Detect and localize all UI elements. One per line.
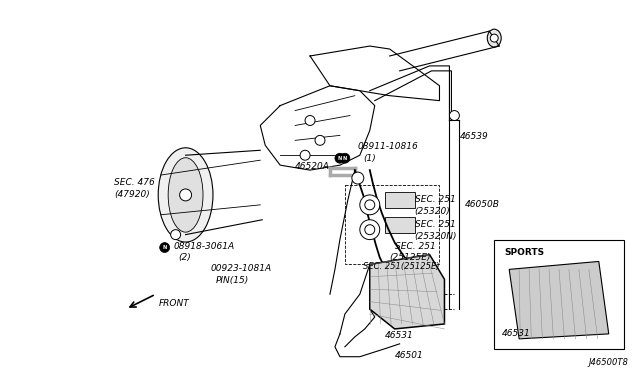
Text: SEC. 476: SEC. 476 [114, 178, 155, 187]
Text: 46050B: 46050B [465, 200, 499, 209]
Text: SEC. 251: SEC. 251 [415, 195, 455, 204]
Text: (25320): (25320) [415, 207, 451, 216]
Text: (2): (2) [179, 253, 191, 263]
Text: J46500T8: J46500T8 [589, 357, 628, 367]
Text: SEC. 251(25125E): SEC. 251(25125E) [363, 262, 439, 272]
Ellipse shape [487, 29, 501, 47]
Text: PIN(15): PIN(15) [216, 276, 249, 285]
Polygon shape [370, 254, 444, 329]
Bar [385, 192, 415, 208]
Circle shape [352, 172, 364, 184]
Circle shape [360, 195, 380, 215]
Text: (25320N): (25320N) [415, 232, 457, 241]
Circle shape [305, 116, 315, 125]
Text: 46539: 46539 [460, 132, 488, 141]
Circle shape [180, 189, 191, 201]
Circle shape [171, 230, 180, 240]
Ellipse shape [158, 148, 213, 242]
Bar [345, 185, 440, 264]
Text: FRONT: FRONT [159, 299, 189, 308]
Text: 08918-3061A: 08918-3061A [173, 241, 235, 251]
Text: 46501: 46501 [396, 351, 424, 360]
Text: 46520A: 46520A [295, 162, 330, 171]
Text: SEC. 251: SEC. 251 [415, 220, 455, 229]
Text: 46531: 46531 [385, 331, 414, 340]
Text: SEC. 251: SEC. 251 [395, 241, 435, 251]
Text: (25125E): (25125E) [390, 253, 431, 263]
Text: N: N [338, 156, 342, 161]
Text: (1): (1) [363, 154, 376, 163]
Text: 00923-1081A: 00923-1081A [211, 264, 271, 273]
Text: (47920): (47920) [114, 190, 150, 199]
Circle shape [160, 243, 170, 253]
Text: N: N [349, 146, 354, 151]
Bar [385, 217, 415, 232]
Circle shape [300, 150, 310, 160]
Circle shape [449, 110, 460, 121]
Circle shape [340, 153, 350, 163]
Text: N: N [343, 156, 347, 161]
Circle shape [365, 200, 375, 210]
Circle shape [315, 135, 325, 145]
Text: 08911-10816: 08911-10816 [358, 142, 419, 151]
Circle shape [365, 225, 375, 235]
Circle shape [360, 220, 380, 240]
Bar [494, 240, 623, 349]
Polygon shape [509, 262, 609, 339]
Text: 46531: 46531 [502, 329, 531, 338]
Ellipse shape [168, 158, 203, 232]
Circle shape [335, 153, 345, 163]
Circle shape [490, 34, 498, 42]
Text: SPORTS: SPORTS [504, 247, 545, 257]
Text: N: N [163, 245, 167, 250]
